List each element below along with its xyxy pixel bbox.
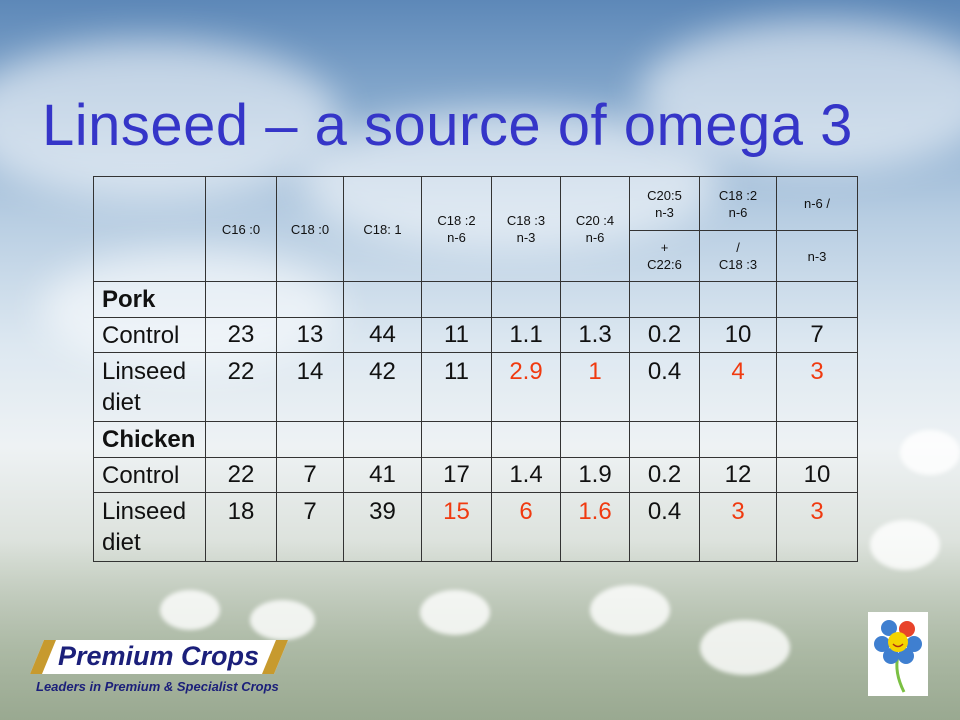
fatty-acid-table: C16 :0 C18 :0 C18: 1 C18 :2 n-6 C18 :3 n-3 C20 … [93, 176, 858, 562]
table-cell [629, 421, 700, 458]
table-cell: 11 [421, 317, 492, 353]
table-row: Control 22 7 41 17 1.4 1.9 0.2 12 10 [93, 457, 858, 493]
table-cell [629, 281, 700, 318]
table-cell: 44 [343, 317, 422, 353]
column-header: C18 :0 [276, 176, 344, 282]
logo-tagline: Leaders in Premium & Specialist Crops [36, 679, 279, 694]
table-cell: 10 [699, 317, 777, 353]
table-cell: 1.3 [560, 317, 630, 353]
header-row: C16 :0 C18 :0 C18: 1 C18 :2 n-6 C18 :3 n-3 C20 … [93, 176, 858, 282]
table-cell [491, 281, 561, 318]
table-cell [699, 421, 777, 458]
slide-title: Linseed – a source of omega 3 [42, 93, 853, 158]
background-flower [870, 520, 940, 570]
table-cell: 11 [421, 352, 492, 422]
table-cell [276, 281, 344, 318]
column-header: C20:5 n-3 [629, 176, 700, 231]
table-cell [343, 421, 422, 458]
table-cell: 18 [205, 492, 277, 562]
table-cell [205, 421, 277, 458]
table-cell: 1.4 [491, 457, 561, 493]
column-header: C18 :3 n-3 [491, 176, 561, 282]
background-flower [160, 590, 220, 630]
group-row: Pork [93, 281, 858, 318]
table-cell: 1 [560, 352, 630, 422]
table-cell: 22 [205, 457, 277, 493]
background-cloud [640, 20, 960, 170]
logo-banner-icon [30, 640, 288, 674]
table-cell [560, 421, 630, 458]
background-flower [700, 620, 790, 675]
row-label: Control [93, 317, 206, 353]
background-meadow [0, 540, 960, 720]
table-cell: 42 [343, 352, 422, 422]
table-row: Linseed diet 22 14 42 11 2.9 1 0.4 4 3 [93, 352, 858, 422]
column-header: n-3 [776, 230, 858, 282]
background-flower [590, 585, 670, 635]
table-cell: 7 [276, 457, 344, 493]
table-cell: 4 [699, 352, 777, 422]
logo-name: Premium Crops [58, 641, 260, 671]
group-label: Pork [93, 281, 206, 318]
table-cell: 0.4 [629, 352, 700, 422]
table-cell: 3 [699, 492, 777, 562]
table-cell [699, 281, 777, 318]
table-cell: 3 [776, 352, 858, 422]
table-cell [560, 281, 630, 318]
table-cell: 0.4 [629, 492, 700, 562]
flower-emblem-icon [874, 620, 922, 693]
table-cell [776, 281, 858, 318]
column-header [93, 176, 206, 282]
row-label: Linseed diet [93, 492, 206, 562]
column-header: n-6 / [776, 176, 858, 231]
table-cell: 14 [276, 352, 344, 422]
table-cell: 12 [699, 457, 777, 493]
group-row: Chicken [93, 421, 858, 458]
table-cell: 0.2 [629, 457, 700, 493]
row-label: Control [93, 457, 206, 493]
table-cell [421, 421, 492, 458]
table-cell: 1.6 [560, 492, 630, 562]
table-row: Linseed diet 18 7 39 15 6 1.6 0.4 3 3 [93, 492, 858, 562]
table-cell [343, 281, 422, 318]
table-cell [276, 421, 344, 458]
flower-emblem [868, 612, 928, 696]
background-flower [900, 430, 960, 475]
table-cell: 23 [205, 317, 277, 353]
background-flower [250, 600, 315, 640]
table-cell: 10 [776, 457, 858, 493]
table-cell: 1.9 [560, 457, 630, 493]
table-cell: 17 [421, 457, 492, 493]
column-header: + C22:6 [629, 230, 700, 282]
table-cell: 15 [421, 492, 492, 562]
row-label: Linseed diet [93, 352, 206, 422]
table-cell: 13 [276, 317, 344, 353]
table-cell: 0.2 [629, 317, 700, 353]
table-cell: 7 [276, 492, 344, 562]
column-header: C18 :2 n-6 [699, 176, 777, 231]
table-cell: 7 [776, 317, 858, 353]
table-row: Control 23 13 44 11 1.1 1.3 0.2 10 7 [93, 317, 858, 353]
table-cell: 22 [205, 352, 277, 422]
group-label: Chicken [93, 421, 206, 458]
table-cell: 3 [776, 492, 858, 562]
column-header: C18 :2 n-6 [421, 176, 492, 282]
column-header: / C18 :3 [699, 230, 777, 282]
table-cell: 1.1 [491, 317, 561, 353]
table-cell [776, 421, 858, 458]
premium-crops-logo: Premium Crops Leaders in Premium & Speci… [30, 640, 310, 698]
column-header: C20 :4 n-6 [560, 176, 630, 282]
table-cell: 41 [343, 457, 422, 493]
table-cell: 2.9 [491, 352, 561, 422]
background-cloud [0, 40, 340, 200]
table-cell: 39 [343, 492, 422, 562]
column-header: C18: 1 [343, 176, 422, 282]
table-cell [491, 421, 561, 458]
table-cell: 6 [491, 492, 561, 562]
column-header: C16 :0 [205, 176, 277, 282]
background-flower [420, 590, 490, 635]
header-row: + C22:6/C18 :3 n-3 [94, 230, 858, 282]
table-cell [421, 281, 492, 318]
table-cell [205, 281, 277, 318]
